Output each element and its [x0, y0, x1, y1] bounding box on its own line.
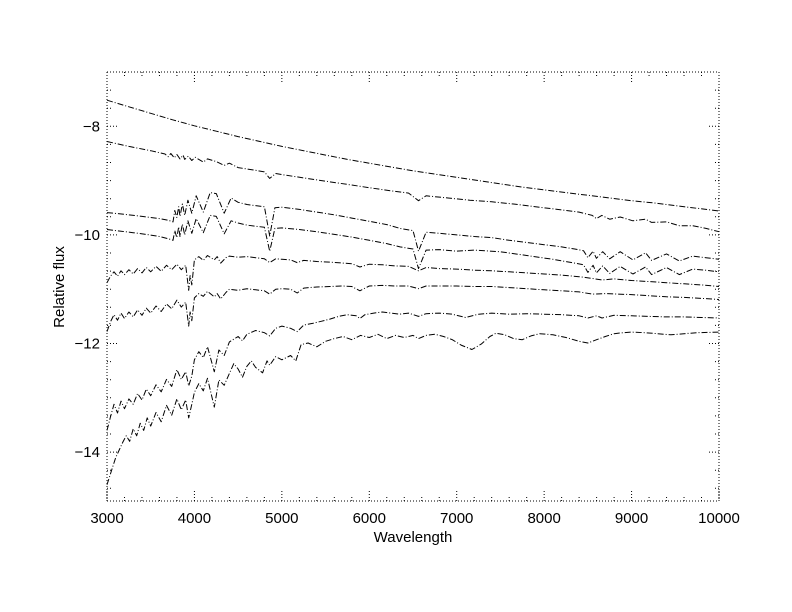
x-axis-title: Wavelength	[374, 529, 453, 546]
spectrum-curve-7	[106, 311, 720, 431]
x-tick-label: 9000	[615, 510, 648, 527]
y-tick-label: −12	[75, 336, 100, 353]
x-tick-label: 4000	[178, 510, 211, 527]
spectrum-curve-3	[106, 192, 720, 262]
spectrum-curve-2	[106, 141, 720, 233]
tick-labels: 3000 4000 5000 6000 7000 8000 9000 10000 −8 −10 −1…	[75, 118, 740, 527]
x-tick-label: 10000	[698, 510, 740, 527]
spectrum-curves	[106, 99, 720, 485]
x-tick-label: 7000	[440, 510, 473, 527]
y-axis-title: Relative flux	[51, 246, 68, 328]
y-tick-label: −14	[75, 444, 100, 461]
spectrum-curve-6	[106, 284, 720, 332]
spectrum-curve-5	[106, 255, 720, 291]
spectrum-curve-4	[106, 214, 720, 276]
plot-frame	[106, 71, 720, 502]
x-tick-label: 3000	[90, 510, 123, 527]
y-tick-label: −8	[83, 118, 100, 135]
x-tick-label: 8000	[527, 510, 560, 527]
spectrum-curve-8	[106, 331, 720, 485]
x-tick-label: 6000	[353, 510, 386, 527]
spectrum-curve-1	[106, 99, 720, 212]
x-tick-label: 5000	[265, 510, 298, 527]
y-tick-label: −10	[75, 227, 100, 244]
